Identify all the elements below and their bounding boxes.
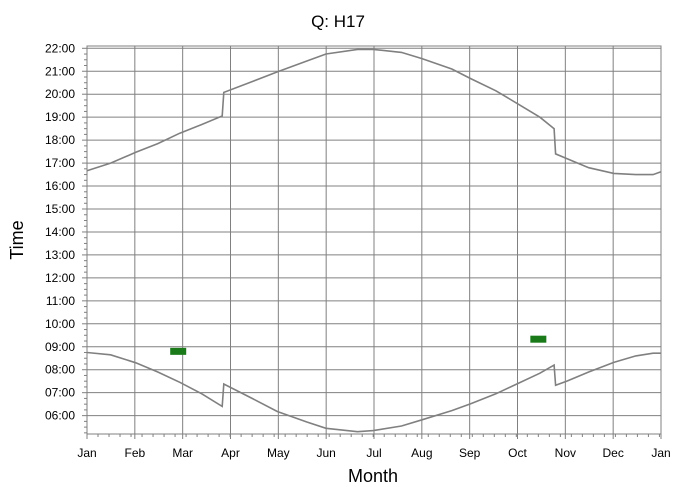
lower-line (86, 351, 661, 433)
marker-layer (170, 335, 547, 355)
x-tick-label: Jan (651, 446, 670, 460)
x-tick-label: Jun (316, 446, 335, 460)
y-tick-label: 12:00 (45, 271, 75, 285)
grid-layer (86, 46, 662, 434)
minor-ticks (82, 47, 662, 439)
y-tick-label: 15:00 (45, 202, 75, 216)
y-tick-label: 11:00 (46, 294, 75, 308)
x-tick-label: May (267, 446, 290, 460)
chart-title: Q: H17 (311, 12, 365, 31)
series-layer (86, 48, 662, 433)
x-tick-label: Jan (77, 446, 96, 460)
x-tick-label: Jul (366, 446, 381, 460)
x-tick-label: Oct (508, 446, 527, 460)
y-tick-label: 10:00 (45, 317, 75, 331)
x-axis-title: Month (348, 466, 398, 486)
y-tick-label: 07:00 (45, 386, 75, 400)
y-tick-label: 19:00 (45, 110, 75, 124)
x-tick-label: Mar (172, 446, 193, 460)
y-tick-label: 13:00 (45, 248, 75, 262)
y-tick-label: 18:00 (45, 133, 75, 147)
y-tick-labels: 22:00 21:00 20:00 19:00 18:00 17:00 16:00 15:00… (45, 41, 75, 422)
y-tick-label: 21:00 (45, 64, 75, 78)
y-tick-label: 20:00 (45, 87, 75, 101)
data-marker (530, 335, 547, 343)
upper-line (86, 48, 662, 176)
y-tick-label: 17:00 (45, 156, 75, 170)
y-tick-label: 09:00 (45, 340, 75, 354)
x-tick-label: Apr (221, 446, 240, 460)
x-tick-labels: Jan Feb Mar Apr May Jun Jul Aug Sep Oct Nov Dec Jan (77, 446, 670, 460)
x-tick-label: Feb (124, 446, 145, 460)
y-tick-label: 08:00 (45, 363, 75, 377)
x-tick-label: Sep (459, 446, 481, 460)
x-tick-label: Dec (602, 446, 623, 460)
y-tick-label: 06:00 (45, 409, 75, 423)
x-tick-label: Aug (411, 446, 432, 460)
y-tick-label: 16:00 (45, 179, 75, 193)
y-axis-title: Time (7, 220, 27, 259)
y-tick-label: 14:00 (45, 225, 75, 239)
y-tick-label: 22:00 (45, 41, 75, 55)
data-marker (170, 347, 187, 355)
x-tick-label: Nov (555, 446, 576, 460)
